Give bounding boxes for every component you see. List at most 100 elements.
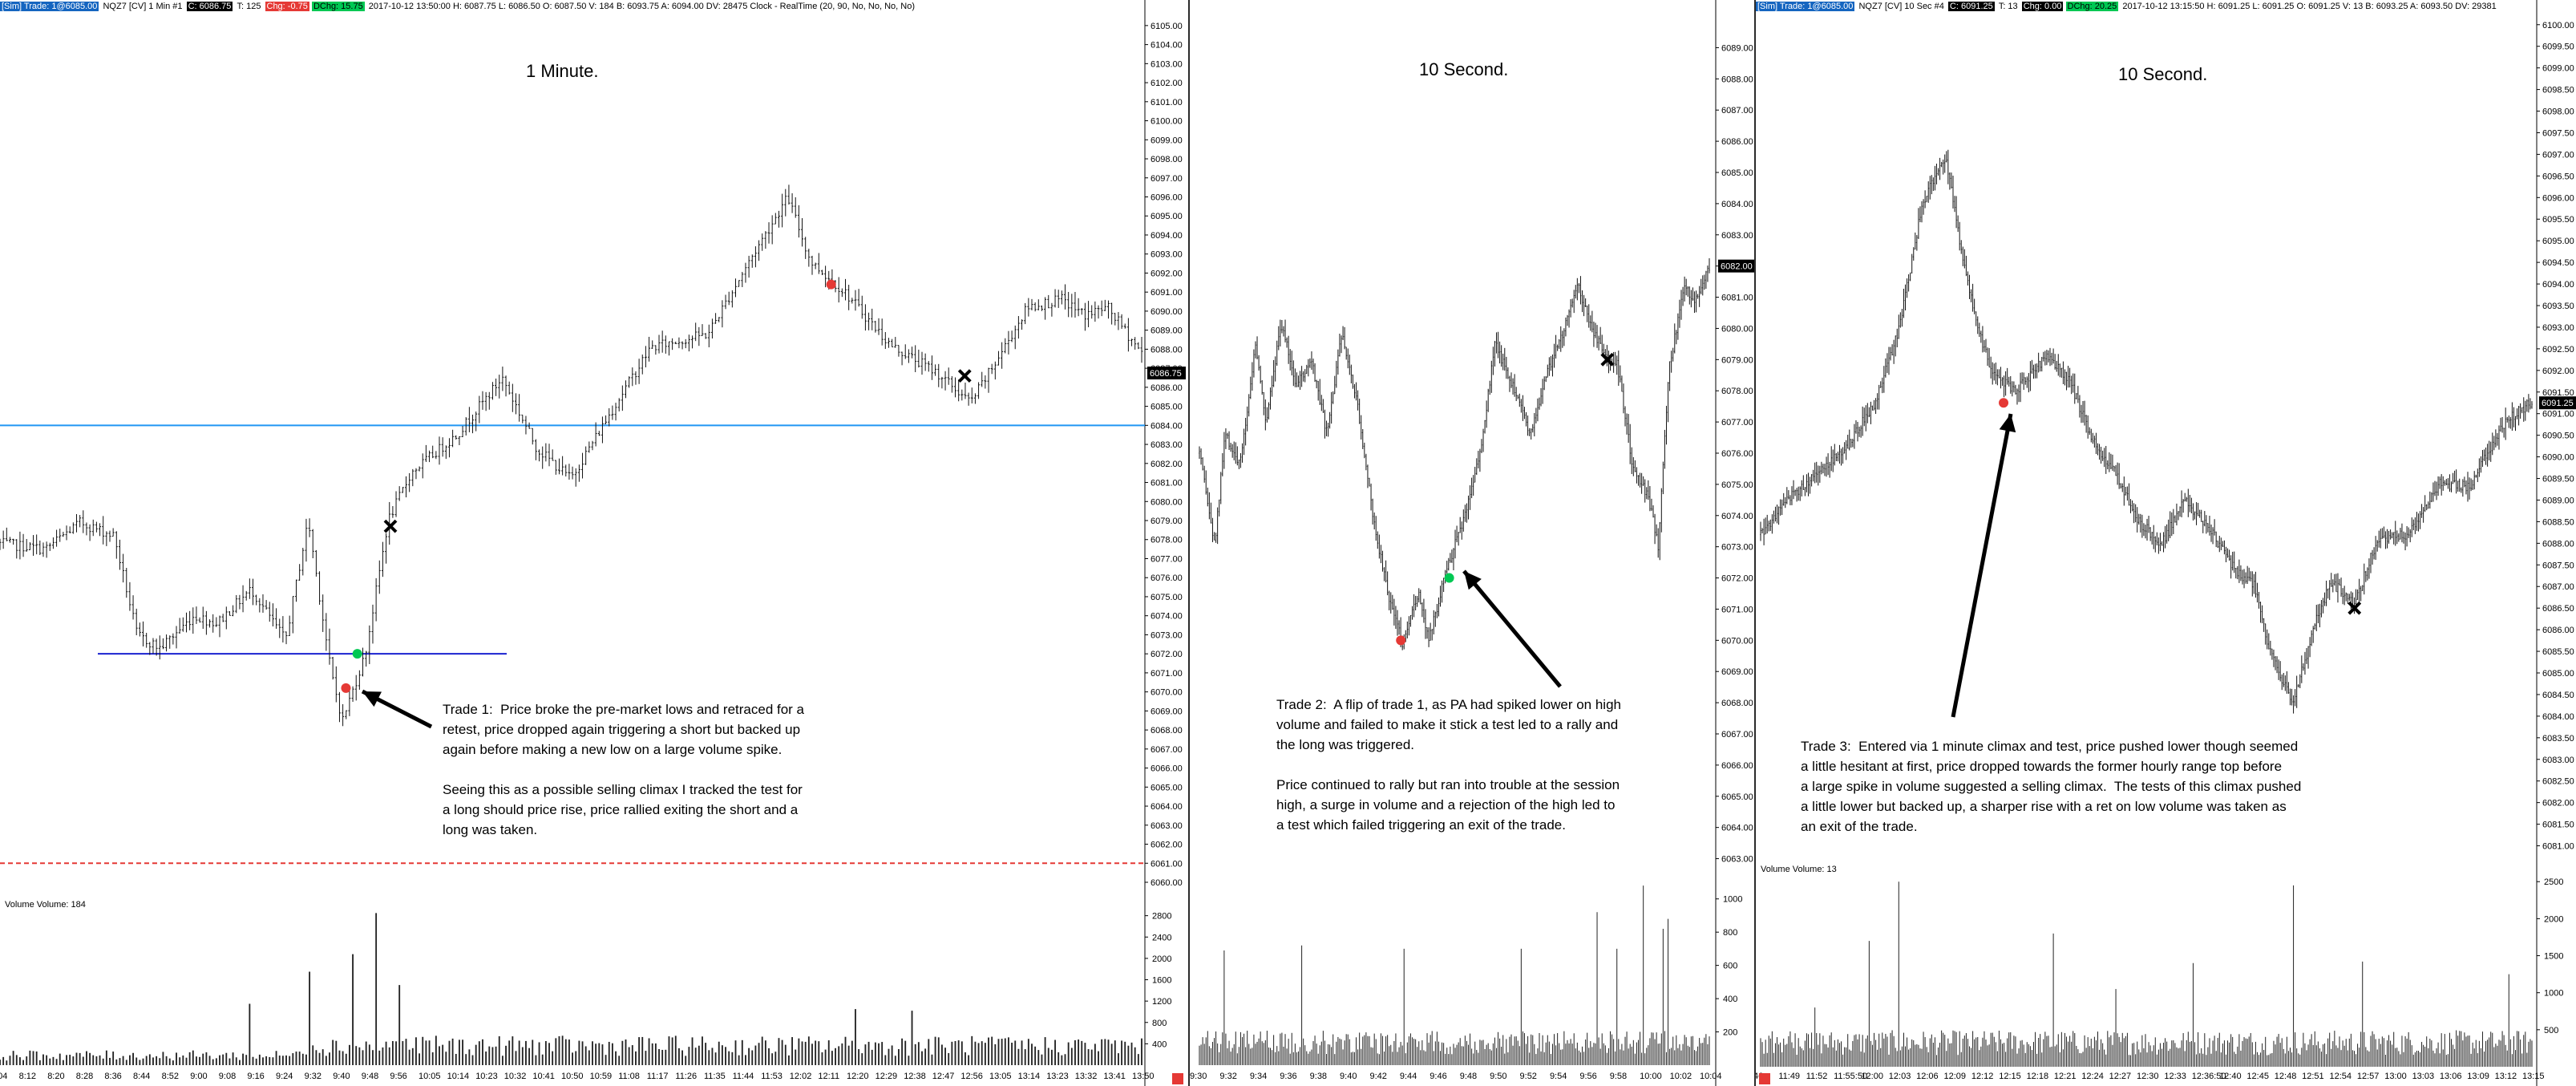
annotation-arrow xyxy=(1462,569,1562,688)
price-tick-label: 6089.00 xyxy=(1721,43,1753,53)
time-tick-label: 12:27 xyxy=(2109,1072,2132,1081)
price-tick-label: 6085.50 xyxy=(2542,647,2574,657)
volume-tick-label: 600 xyxy=(1723,962,1737,971)
price-tick-label: 6081.00 xyxy=(2542,842,2574,852)
time-tick-label: 10:50 xyxy=(561,1072,584,1081)
price-tick-label: 6081.00 xyxy=(1151,479,1183,488)
price-tick-label: 6083.00 xyxy=(1721,231,1753,241)
price-tick-label: 6072.00 xyxy=(1151,650,1183,659)
price-tick-label: 6084.50 xyxy=(2542,691,2574,700)
instrument-badge[interactable]: [Sim] Trade: 1@6085.00 xyxy=(1756,2,1855,11)
time-tick-label: 13:06 xyxy=(2440,1072,2462,1081)
time-tick-label: 10:32 xyxy=(504,1072,527,1081)
price-tick-label: 6067.00 xyxy=(1721,730,1753,740)
price-tick-label: 6095.00 xyxy=(2542,237,2574,246)
time-tick-label: 12:09 xyxy=(1944,1072,1967,1081)
price-tick-label: 6103.00 xyxy=(1151,59,1183,69)
daily-change-value: DChg: 15.75 xyxy=(311,2,365,11)
price-tick-label: 6071.00 xyxy=(1721,605,1753,614)
price-tick-label: 6092.50 xyxy=(2542,345,2574,355)
time-tick-label: 9:56 xyxy=(1579,1072,1596,1081)
price-tick-label: 6097.50 xyxy=(2542,128,2574,138)
price-tick-label: 6066.00 xyxy=(1151,764,1183,774)
chart-panel-10s-a[interactable]: 10 Second. 6089.00 6088.00 6087.00 6086.00 6… xyxy=(1190,0,1756,1086)
chart-panel-1min[interactable]: [Sim] Trade: 1@6085.00 NQZ7 [CV] 1 Min #… xyxy=(0,0,1190,1086)
time-tick-label: 12:29 xyxy=(876,1072,898,1081)
last-price-label: 6091.25 xyxy=(2542,399,2574,408)
time-tick-label: 11:44 xyxy=(733,1072,754,1081)
time-tick-label: 12:03 xyxy=(1889,1072,1911,1081)
volume-tick-label: 800 xyxy=(1152,1019,1167,1028)
price-tick-label: 6086.00 xyxy=(2542,626,2574,635)
price-tick-label: 6079.00 xyxy=(1721,355,1753,365)
time-tick-label: 9:32 xyxy=(305,1072,321,1081)
price-tick-label: 6095.00 xyxy=(1151,212,1183,221)
price-tick-label: 6084.00 xyxy=(2542,712,2574,722)
time-tick-label: 9:40 xyxy=(1340,1072,1357,1081)
price-volume-chart[interactable]: 6105.00 6104.00 6103.00 6102.00 6101.00 6100.… xyxy=(0,0,1190,1086)
price-volume-chart[interactable]: 6100.00 6099.50 6099.00 6098.50 6098.00 6097.… xyxy=(1756,0,2576,1086)
time-tick-label: 12:24 xyxy=(2081,1072,2104,1081)
price-tick-label: 6100.00 xyxy=(2542,21,2574,30)
price-tick-label: 6076.00 xyxy=(1151,573,1183,583)
chart-panel-10s-b[interactable]: [Sim] Trade: 1@6085.00 NQZ7 [CV] 10 Sec … xyxy=(1756,0,2576,1086)
price-tick-label: 6075.00 xyxy=(1721,480,1753,490)
volume-tick-label: 2400 xyxy=(1152,933,1171,942)
time-tick-label: 12:18 xyxy=(2027,1072,2049,1081)
price-volume-chart[interactable]: 6089.00 6088.00 6087.00 6086.00 6085.00 6084.… xyxy=(1190,0,1756,1086)
price-tick-label: 6089.00 xyxy=(2542,496,2574,505)
price-tick-label: 6082.00 xyxy=(1151,460,1183,469)
time-tick-label: 11:35 xyxy=(704,1072,726,1081)
price-tick-label: 6102.00 xyxy=(1151,79,1183,88)
ticks-value: T: 125 xyxy=(237,2,261,11)
price-tick-label: 6098.00 xyxy=(1151,155,1183,164)
price-tick-label: 6074.00 xyxy=(1721,512,1753,521)
time-tick-label: 10:14 xyxy=(447,1072,470,1081)
annotation-arrow xyxy=(1951,413,2013,718)
trade-exit-marker xyxy=(2348,601,2362,615)
time-tick-label: 8:28 xyxy=(76,1072,93,1081)
volume-tick-label: 1600 xyxy=(1152,976,1171,986)
short-exit-marker xyxy=(383,519,398,533)
price-tick-label: 6069.00 xyxy=(1721,667,1753,677)
price-tick-label: 6088.00 xyxy=(1721,75,1753,84)
price-tick-label: 6097.00 xyxy=(1151,174,1183,184)
price-tick-label: 6084.00 xyxy=(1151,421,1183,431)
price-tick-label: 6085.00 xyxy=(1151,403,1183,412)
time-tick-label: 10:59 xyxy=(590,1072,613,1081)
time-tick-label: 12:57 xyxy=(2357,1072,2380,1081)
time-tick-label: 9:00 xyxy=(190,1072,207,1081)
symbol-label: NQZ7 [CV] 1 Min #1 xyxy=(103,2,183,11)
volume-tick-label: 2800 xyxy=(1152,912,1171,922)
trade-note: Trade 2: A flip of trade 1, as PA had sp… xyxy=(1276,697,1621,833)
last-price-box xyxy=(1718,259,1756,273)
time-tick-label: 8:20 xyxy=(47,1072,64,1081)
time-tick-label: 10:41 xyxy=(532,1072,555,1081)
price-tick-label: 6068.00 xyxy=(1721,699,1753,708)
instrument-badge[interactable]: [Sim] Trade: 1@6085.00 xyxy=(0,2,99,11)
price-tick-label: 6096.50 xyxy=(2542,172,2574,181)
time-tick-label: 10:23 xyxy=(475,1072,498,1081)
time-tick-label: 13:41 xyxy=(1103,1072,1126,1081)
price-tick-label: 6092.00 xyxy=(2542,367,2574,376)
time-tick-label: 8:04 xyxy=(0,1072,7,1081)
price-tick-label: 6087.00 xyxy=(1721,106,1753,115)
price-tick-label: 6077.00 xyxy=(1721,418,1753,428)
annotation-arrow-head xyxy=(1999,414,2016,433)
time-tick-label: 9:16 xyxy=(247,1072,264,1081)
price-tick-label: 6081.50 xyxy=(2542,821,2574,830)
time-tick-label: 9:42 xyxy=(1369,1072,1386,1081)
time-tick-label: 12:36:50 xyxy=(2192,1072,2226,1081)
trade-note: Trade 1: Price broke the pre-market lows… xyxy=(443,702,805,837)
price-tick-label: 6092.00 xyxy=(1151,269,1183,278)
ticks-value: T: 13 xyxy=(1998,2,2018,11)
price-tick-label: 6091.50 xyxy=(2542,388,2574,398)
time-tick-label: 12:12 xyxy=(1971,1072,1994,1081)
price-tick-label: 6073.00 xyxy=(1151,630,1183,640)
price-tick-label: 6063.00 xyxy=(1151,821,1183,831)
chart-title: 10 Second. xyxy=(1419,59,1509,79)
time-tick-label: 12:15 xyxy=(1999,1072,2021,1081)
price-tick-label: 6080.00 xyxy=(1721,324,1753,334)
price-tick-label: 6088.00 xyxy=(2542,539,2574,549)
entry-marker xyxy=(1396,635,1406,646)
